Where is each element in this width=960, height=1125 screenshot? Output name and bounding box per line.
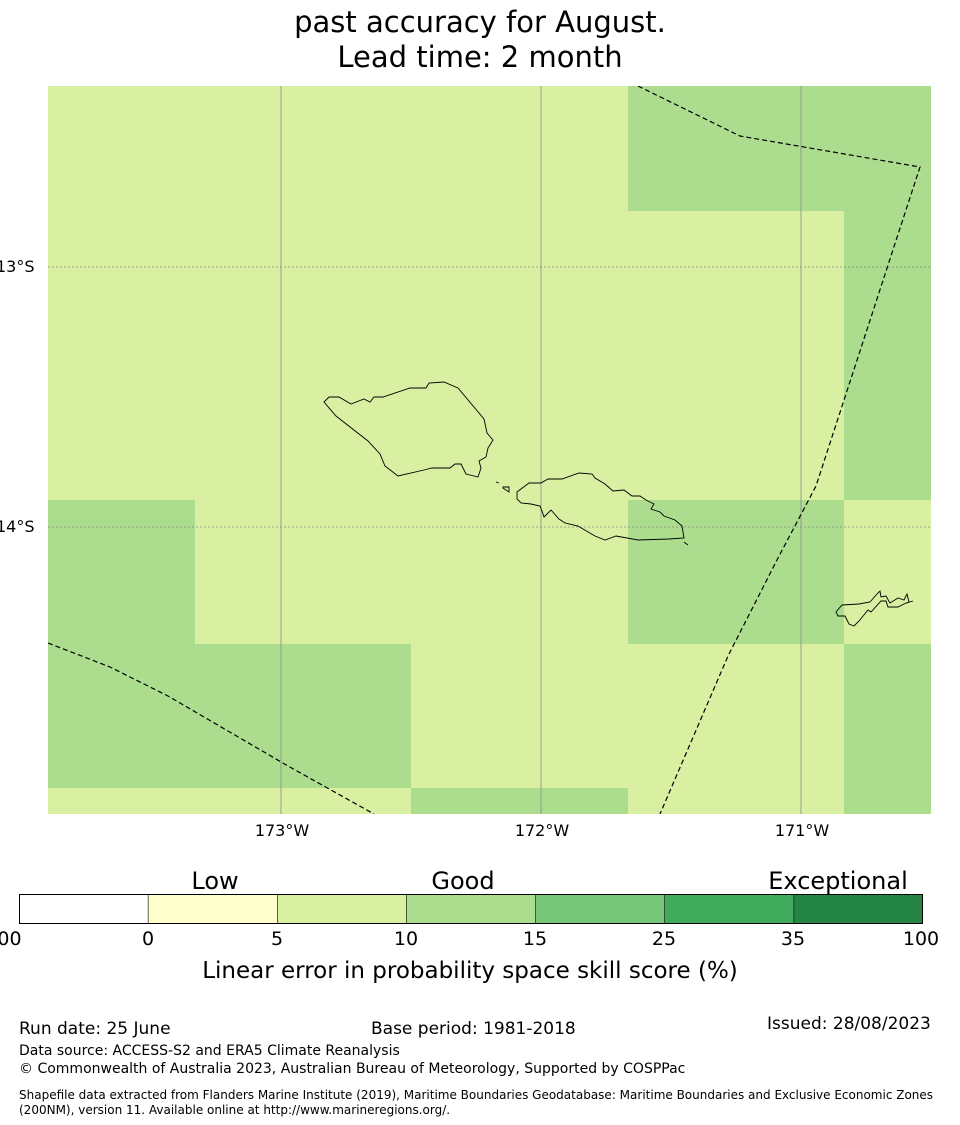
run-date: Run date: 25 June [19, 1019, 171, 1039]
colorbar-segment [406, 894, 536, 924]
lon-label-172w: 172°W [514, 821, 570, 840]
manono-islet [502, 486, 510, 493]
skill-cell [844, 644, 931, 814]
data-source: Data source: ACCESS-S2 and ERA5 Climate … [19, 1043, 400, 1059]
legend-category-exceptional: Exceptional [768, 867, 908, 895]
skill-cell [303, 500, 411, 644]
coastlines [323, 381, 914, 627]
issued-date: Issued: 28/08/2023 [767, 1014, 931, 1034]
map-title-line-1: past accuracy for August. [294, 5, 666, 39]
lat-label-13s: 13°S [0, 257, 35, 276]
lon-label-171w: 171°W [774, 821, 830, 840]
colorbar-tick-label: 35 [780, 928, 806, 950]
lat-label-14s: 14°S [0, 517, 35, 536]
skill-cell [48, 644, 411, 788]
skill-cell [195, 500, 303, 644]
colorbar-segment [664, 894, 795, 924]
colorbar-frame [19, 894, 923, 924]
maritime-boundaries [48, 86, 921, 814]
colorbar-segment [19, 894, 149, 924]
shapefile-credit-line-1: Shapefile data extracted from Flanders M… [19, 1088, 934, 1102]
colorbar-segment [148, 894, 278, 924]
legend-category-low: Low [191, 867, 239, 895]
map-title-line-2: Lead time: 2 month [337, 40, 623, 74]
colorbar-tick-label: -100 [0, 928, 22, 950]
shapefile-credit-line-2: (200NM), version 11. Available online at… [19, 1103, 451, 1117]
copyright-notice: © Commonwealth of Australia 2023, Austra… [19, 1061, 686, 1077]
upolu-island [516, 472, 685, 541]
skill-cell [844, 211, 931, 500]
lon-label-173w: 173°W [254, 821, 310, 840]
skill-cell [48, 788, 411, 814]
colorbar-tick-label: 15 [522, 928, 548, 950]
legend-category-good: Good [431, 867, 495, 895]
skill-cell [48, 500, 195, 644]
skill-cell [520, 644, 628, 788]
skill-cell [411, 644, 520, 788]
savaii-island [323, 381, 494, 478]
colorbar-segment [277, 894, 407, 924]
colorbar-tick-label: 100 [902, 928, 940, 950]
skill-cell [628, 86, 931, 211]
base-period: Base period: 1981-2018 [371, 1019, 576, 1039]
upolu-east-tip [683, 541, 689, 546]
colorbar-segment [793, 894, 923, 924]
graticule [48, 86, 931, 814]
skill-cell [844, 500, 931, 644]
colorbar-tick-label: 10 [393, 928, 419, 950]
colorbar-tick-label: 0 [141, 928, 155, 950]
skill-map [48, 86, 931, 814]
colorbar-tick-label: 25 [651, 928, 677, 950]
eez-boundary-east [637, 86, 921, 814]
colorbar [19, 894, 923, 924]
aunuu-islet [905, 600, 914, 604]
colorbar-tick-label: 5 [270, 928, 284, 950]
apolima-islet [495, 481, 500, 484]
skill-grid-cells [48, 86, 931, 814]
skill-cell [628, 500, 844, 644]
colorbar-segments [19, 894, 923, 924]
eez-boundary-southwest [48, 642, 375, 814]
colorbar-axis-label: Linear error in probability space skill … [202, 958, 738, 984]
colorbar-segment [535, 894, 666, 924]
skill-cell [411, 788, 628, 814]
